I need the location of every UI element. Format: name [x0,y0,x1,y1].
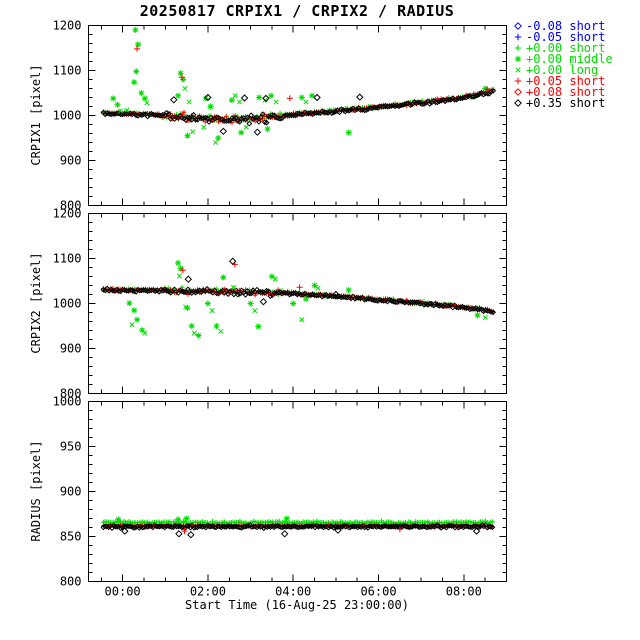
y-tick-label: 900 [60,154,82,168]
outliers-black-diamond [170,93,364,136]
legend: -0.08 short-0.05 short+0.00 short+0.00 m… [514,19,613,110]
outliers-green-x [129,273,488,336]
band-black-diamond [100,521,496,532]
x-axis-title: Start Time (16-Aug-25 23:00:00) [185,598,409,612]
legend-row: +0.35 short [514,96,605,110]
y-tick-label: 950 [60,440,82,454]
y-tick-label: 900 [60,485,82,499]
band-black-diamond [100,87,497,127]
outliers-black-diamond [121,526,481,539]
y-tick-label: 1100 [53,64,82,78]
y-tick-label: 800 [60,199,82,213]
outliers-green-x [117,85,309,146]
legend-row: +0.00 long [515,63,598,77]
chart-title: 20250817 CRPIX1 / CRPIX2 / RADIUS [140,2,455,20]
panel-ticks [88,401,507,582]
panel-frame [88,401,507,582]
legend-row: +0.00 middle [514,52,613,66]
legend-label: +0.00 long [526,63,598,77]
outliers-green-asterisk [110,27,489,141]
diamond-icon [514,99,522,107]
asterisk-icon [514,55,522,63]
x-icon [515,67,521,73]
y-tick-label: 1200 [53,19,82,33]
y-tick-label: 850 [60,530,82,544]
legend-label: +0.05 short [526,74,605,88]
legend-label: +0.00 middle [526,52,613,66]
y-tick-label: 1000 [53,109,82,123]
plus-icon [514,77,522,85]
legend-label: +0.00 short [526,41,605,55]
outliers-red-plus [134,45,491,102]
diamond-icon [514,88,522,96]
outliers-green-asterisk [115,515,290,523]
outliers-black-diamond [184,257,340,306]
x-tick-label: 00:00 [105,585,141,599]
y-tick-label: 800 [60,387,82,401]
x-tick-label: 04:00 [275,585,311,599]
band-red-plus [101,87,496,125]
panel-crpix2: 800 900 1000 1100 1200 [53,207,507,401]
outliers-red-plus [179,261,303,291]
chart-generated: 80090010001100120080090010001100120000:0… [53,19,613,599]
panel-ticks [88,25,507,206]
band-green-plus [100,284,496,315]
legend-label: -0.08 short [526,19,605,33]
plus-icon [514,44,522,52]
y-axis-title-radius: RADIUS [pixel] [29,440,43,541]
legend-label: -0.05 short [526,30,605,44]
panel-radius: 00:00 02:00 04:00 06:00 08:00 800 850 900 950 100… [53,395,507,599]
legend-label: +0.35 short [526,96,605,110]
legend-row: +0.05 short [514,74,605,88]
legend-row: -0.05 short [514,30,605,44]
panel-ticks [88,213,507,394]
x-tick-label: 02:00 [190,585,226,599]
x-tick-label: 06:00 [360,585,396,599]
legend-row: +0.08 short [514,85,605,99]
y-tick-label: 800 [60,575,82,589]
band-green-plus [100,86,496,126]
y-tick-label: 900 [60,342,82,356]
y-axis-title-crpix2: CRPIX2 [pixel] [29,252,43,353]
outliers-green-asterisk [126,260,481,339]
diamond-icon [514,22,522,30]
y-tick-label: 1000 [53,395,82,409]
x-tick-label: 08:00 [446,585,482,599]
panel-crpix1: 800 900 1000 1100 1200 [53,19,507,213]
outliers-red-plus [181,526,403,535]
y-tick-label: 1000 [53,297,82,311]
legend-row: -0.08 short [514,19,605,33]
legend-label: +0.08 short [526,85,605,99]
y-tick-label: 1200 [53,207,82,221]
y-axis-title-crpix1: CRPIX1 [pixel] [29,64,43,165]
band-black-diamond [100,285,497,316]
plus-icon [514,33,522,41]
y-tick-label: 1100 [53,252,82,266]
legend-row: +0.00 short [514,41,605,55]
